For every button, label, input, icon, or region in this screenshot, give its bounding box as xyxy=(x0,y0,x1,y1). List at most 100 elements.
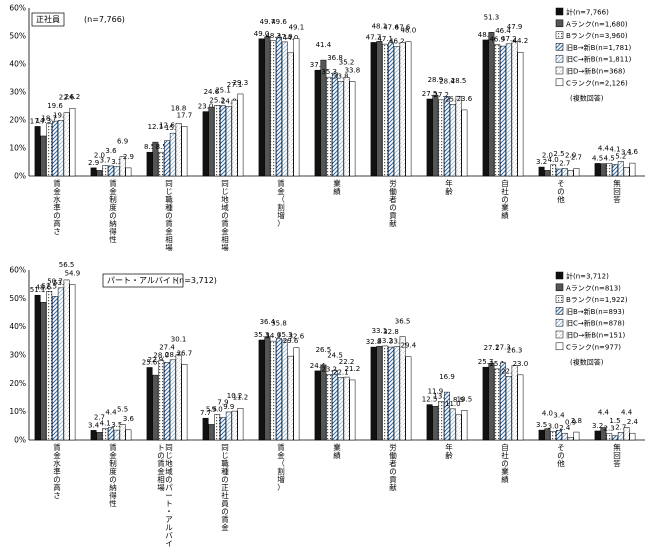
bar-s6-c1 xyxy=(125,167,132,177)
y-tick-label: 30% xyxy=(9,88,26,97)
data-label: 10.5 xyxy=(457,395,473,403)
legend-swatch xyxy=(555,318,564,327)
legend-swatch xyxy=(555,78,564,87)
bar-s6-c7 xyxy=(461,109,468,177)
bar-s4-c6 xyxy=(393,46,400,177)
data-label: 5.5 xyxy=(117,405,128,413)
data-label: 35.3 xyxy=(321,68,337,76)
data-label: 11.0 xyxy=(445,400,461,408)
bar-s6-c9 xyxy=(573,168,580,177)
y-tick-label: 60% xyxy=(9,4,26,13)
x-category-label: 業績 xyxy=(333,178,341,196)
bar-s4-c8 xyxy=(505,43,512,177)
x-category-label: 賃金制度の納得性 xyxy=(109,443,117,508)
chart-title: パート・アルバイト xyxy=(107,276,179,285)
bar-s0-c4 xyxy=(258,339,265,441)
data-label: 49.1 xyxy=(289,24,305,32)
bar-s1-c3 xyxy=(208,106,215,177)
bar-s1-c7 xyxy=(432,94,439,177)
bar-s1-c2 xyxy=(152,374,159,441)
data-label: 47.6 xyxy=(383,24,399,32)
data-label: 4.4 xyxy=(105,409,117,417)
bar-s6-c3 xyxy=(237,408,244,441)
bar-s0-c7 xyxy=(426,98,433,177)
data-label: 16.9 xyxy=(439,373,455,381)
data-label: 8.5 xyxy=(144,143,155,151)
data-label: 23.0 xyxy=(513,360,529,368)
bar-s2-c4 xyxy=(270,40,277,177)
bar-s3-c6 xyxy=(388,346,394,441)
data-label: 25.7 xyxy=(478,358,494,366)
data-label: 33.8 xyxy=(345,66,361,74)
bar-s3-c3 xyxy=(220,417,226,441)
data-label: 25.1 xyxy=(215,87,231,95)
bar-s6-c8 xyxy=(517,374,524,441)
bar-s2-c2 xyxy=(158,151,165,177)
data-label: 27.4 xyxy=(159,343,175,351)
bar-s5-c6 xyxy=(399,336,406,441)
bar-s5-c7 xyxy=(455,95,462,177)
data-label: 2.9 xyxy=(123,153,134,161)
data-label: 30.1 xyxy=(171,336,187,344)
bar-s3-c5 xyxy=(332,370,338,441)
data-label: 28.9 xyxy=(428,76,444,84)
data-label: 2.8 xyxy=(571,417,582,425)
data-label: 22.2 xyxy=(339,358,355,366)
y-tick-label: 40% xyxy=(9,60,26,69)
data-label: 36.8 xyxy=(327,54,343,62)
bar-s3-c8 xyxy=(500,362,506,441)
bar-s1-c7 xyxy=(432,406,439,441)
bar-s4-c1 xyxy=(113,166,120,177)
bar-s2-c1 xyxy=(102,428,109,441)
bar-s5-c4 xyxy=(287,52,294,177)
data-label: 24.8 xyxy=(221,98,237,106)
bar-s1-c0 xyxy=(40,135,47,177)
bar-s6-c6 xyxy=(405,356,412,441)
x-category-label: その他 xyxy=(557,179,565,204)
legend-entry: 旧D→新B(n=151) xyxy=(566,331,625,340)
data-label: 25.6 xyxy=(142,358,158,366)
data-label: 44.0 xyxy=(283,34,299,42)
y-tick-label: 0% xyxy=(14,436,26,445)
data-label: 32.6 xyxy=(289,333,305,341)
bar-s3-c7 xyxy=(444,391,450,441)
data-label: 51.1 xyxy=(30,286,46,294)
bar-s3-c1 xyxy=(108,165,114,177)
bar-s2-c8 xyxy=(494,368,501,441)
bar-s5-c8 xyxy=(511,41,518,177)
data-label: 10.2 xyxy=(227,392,243,400)
bar-s6-c0 xyxy=(69,107,76,177)
bar-s2-c3 xyxy=(214,105,221,177)
bar-s3-c4 xyxy=(276,36,282,177)
data-label: 19.9 xyxy=(53,111,69,119)
data-label: 11.2 xyxy=(233,393,249,401)
x-category-label: 年齢 xyxy=(445,442,453,460)
bar-s1-c3 xyxy=(208,424,215,441)
legend-swatch xyxy=(555,271,564,280)
x-category-label: 自社の業績 xyxy=(501,442,509,484)
bar-s4-c2 xyxy=(169,132,176,177)
data-label: 3.1 xyxy=(621,148,632,156)
bar-s3-c2 xyxy=(164,362,170,441)
bar-s0-c9 xyxy=(538,429,545,441)
bar-s3-c8 xyxy=(500,45,506,177)
data-label: 4.0 xyxy=(542,410,553,418)
bar-s5-c1 xyxy=(119,156,126,177)
bar-s6-c5 xyxy=(349,379,356,441)
bar-s1-c6 xyxy=(376,41,383,177)
data-label: 35.2 xyxy=(339,58,355,66)
y-tick-label: 20% xyxy=(9,116,26,125)
data-label: 28.5 xyxy=(451,77,467,85)
bar-s4-c5 xyxy=(337,377,344,441)
legend-swatch xyxy=(555,43,564,51)
bar-s1-c1 xyxy=(96,170,103,177)
bar-s6-c4 xyxy=(293,38,300,177)
bar-s5-c7 xyxy=(455,414,462,441)
legend-entry: 旧B→新B(n=1,781) xyxy=(566,43,632,52)
bar-s6-c10 xyxy=(629,162,636,177)
chart-panel-1: 0%10%20%30%40%50%60%17.714.318.719.619.9… xyxy=(9,4,645,252)
data-label: 2.0 xyxy=(565,151,576,159)
data-label: 46.9 xyxy=(489,36,505,44)
data-label: 49.6 xyxy=(271,18,287,26)
